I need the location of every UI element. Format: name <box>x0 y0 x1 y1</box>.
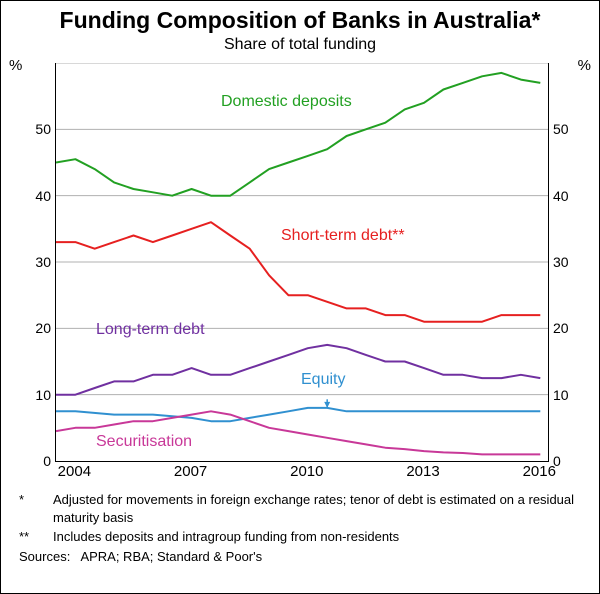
footnote-2-mark: ** <box>19 528 53 546</box>
series-label-securitisation: Securitisation <box>96 433 192 451</box>
chart-svg <box>56 63 548 461</box>
chart-title: Funding Composition of Banks in Australi… <box>1 7 599 34</box>
ytick-left: 30 <box>5 254 51 270</box>
xtick: 2016 <box>517 463 561 480</box>
sources: Sources: APRA; RBA; Standard & Poor's <box>19 548 585 566</box>
sources-label: Sources: <box>19 549 70 564</box>
xtick: 2007 <box>169 463 213 480</box>
xtick: 2013 <box>401 463 445 480</box>
ytick-left: 10 <box>5 387 51 403</box>
ytick-left: 50 <box>5 121 51 137</box>
footnote-2: ** Includes deposits and intragroup fund… <box>19 528 585 546</box>
ytick-left: 20 <box>5 320 51 336</box>
footnote-1: * Adjusted for movements in foreign exch… <box>19 491 585 526</box>
series-label-domestic-deposits: Domestic deposits <box>221 93 352 111</box>
ytick-right: 40 <box>553 188 599 204</box>
ytick-left: 40 <box>5 188 51 204</box>
ytick-right: 10 <box>553 387 599 403</box>
footnote-1-mark: * <box>19 491 53 526</box>
chart-container: { "title": "Funding Composition of Banks… <box>0 0 600 594</box>
plot-area <box>55 63 549 462</box>
y-unit-right: % <box>578 57 591 74</box>
y-unit-left: % <box>9 57 22 74</box>
chart-subtitle: Share of total funding <box>1 36 599 54</box>
series-label-short-term-debt: Short-term debt** <box>281 227 405 245</box>
series-label-equity: Equity <box>301 371 345 389</box>
footnote-2-text: Includes deposits and intragroup funding… <box>53 528 585 546</box>
ytick-left: 0 <box>5 453 51 469</box>
ytick-right: 30 <box>553 254 599 270</box>
series-label-long-term-debt: Long-term debt <box>96 321 205 339</box>
ytick-right: 50 <box>553 121 599 137</box>
footnotes: * Adjusted for movements in foreign exch… <box>19 491 585 567</box>
ytick-right: 20 <box>553 320 599 336</box>
sources-text: APRA; RBA; Standard & Poor's <box>80 549 262 564</box>
footnote-1-text: Adjusted for movements in foreign exchan… <box>53 491 585 526</box>
xtick: 2010 <box>285 463 329 480</box>
xtick: 2004 <box>52 463 96 480</box>
